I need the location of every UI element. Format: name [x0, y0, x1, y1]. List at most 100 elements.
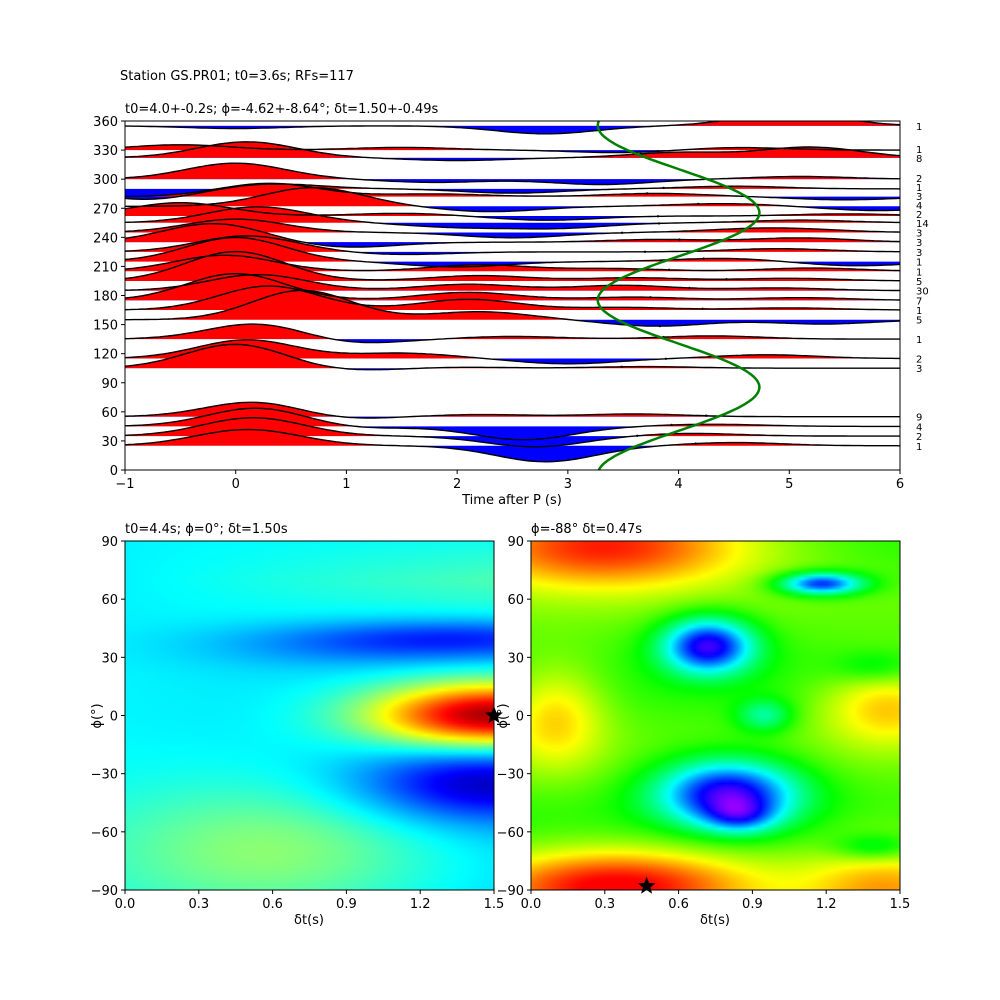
trace-line — [125, 235, 900, 256]
trace-marker — [694, 442, 697, 445]
x-tick-label: 0.3 — [594, 897, 615, 912]
bottom-left-y-axis-label: ϕ(°) — [90, 703, 105, 728]
y-tick-label: 150 — [93, 319, 118, 334]
y-tick-label: 60 — [507, 593, 524, 608]
trace-line — [125, 206, 900, 230]
trace-marker — [688, 286, 691, 290]
trace-negative-fill — [125, 216, 900, 221]
trace-count-label: 2 — [916, 174, 922, 185]
y-tick-label: 60 — [101, 406, 118, 421]
trace-marker — [646, 192, 649, 195]
trace-marker — [656, 215, 660, 218]
trace-count-label: 3 — [916, 229, 922, 240]
trace-positive-fill — [125, 187, 900, 207]
trace-line — [125, 182, 900, 201]
trace-line — [125, 407, 900, 441]
best-point-star — [485, 706, 503, 724]
top-x-axis-label: Time after P (s) — [461, 493, 562, 508]
bottom-left-x-ticks: 0.0 0.3 0.6 0.9 1.2 1.5 — [115, 890, 505, 912]
bottom-right-y-axis-label: ϕ(°) — [496, 703, 511, 728]
bottom-left-best-point — [485, 706, 503, 724]
x-tick-label: 1.5 — [890, 897, 911, 912]
trace-count-label: 3 — [916, 364, 922, 375]
trace-count-label: 30 — [916, 287, 929, 298]
trace-negative-fill — [125, 426, 900, 440]
x-tick-label: 1.2 — [410, 897, 431, 912]
trace-count-label: 2 — [916, 355, 922, 366]
y-tick-label: 330 — [93, 144, 118, 159]
trace-positive-fill — [125, 402, 900, 417]
trace-marker — [636, 434, 639, 437]
trace-line — [125, 417, 900, 448]
energy-map-panel-left: t0=4.4s; ϕ=0°; δt=1.50s 0.0 0.3 0.6 0.9 1.2 1… — [90, 522, 504, 928]
trace-marker — [658, 324, 661, 328]
trace-count-label: 1 — [916, 258, 922, 269]
y-tick-label: 30 — [101, 435, 118, 450]
y-tick-label: −30 — [497, 768, 524, 783]
trace-negative-fill — [125, 125, 900, 134]
y-tick-label: 60 — [101, 593, 118, 608]
trace-line — [125, 218, 900, 239]
trace-marker — [656, 150, 659, 153]
trace-marker — [657, 222, 661, 225]
trace-positive-fill — [125, 408, 900, 427]
bottom-left-heatmap — [125, 541, 494, 890]
trace-negative-fill — [125, 319, 900, 327]
trace-marker — [701, 307, 704, 310]
figure-title: Station GS.PR01; t0=3.6s; RFs=117 — [120, 69, 354, 84]
trace-marker — [664, 357, 668, 360]
x-tick-label: 6 — [896, 477, 904, 492]
trace-count-label: 1 — [916, 335, 922, 346]
trace-line — [125, 289, 900, 327]
t0-curve-line — [596, 121, 761, 470]
y-tick-label: 30 — [507, 651, 524, 666]
y-tick-label: 240 — [93, 231, 118, 246]
trace-line — [125, 401, 900, 419]
trace-marker — [697, 202, 700, 206]
trace-negative-fill — [125, 206, 900, 212]
trace-positive-fill — [125, 235, 900, 252]
trace-marker — [620, 231, 624, 234]
trace-negative-fill — [125, 358, 900, 364]
trace-line — [125, 428, 900, 463]
trace-count-label: 4 — [916, 422, 922, 433]
bottom-left-x-axis-label: δt(s) — [294, 913, 324, 928]
trace-count-label: 1 — [916, 267, 922, 278]
x-tick-label: 1.5 — [484, 897, 505, 912]
receiver-function-panel: t0=4.0+-0.2s; ϕ=-4.62+-8.64°; δt=1.50+-0… — [93, 102, 929, 508]
trace-marker — [704, 414, 708, 417]
trace-count-label: 5 — [916, 316, 922, 327]
trace-marker — [725, 278, 728, 281]
y-tick-label: 270 — [93, 202, 118, 217]
t0-curve — [596, 121, 761, 470]
y-tick-label: 300 — [93, 173, 118, 188]
y-tick-label: −60 — [91, 826, 118, 841]
y-tick-label: 360 — [93, 115, 118, 130]
x-tick-label: 0.9 — [742, 897, 763, 912]
trace-count-label: 1 — [916, 306, 922, 317]
trace-count-label: 2 — [916, 432, 922, 443]
y-tick-label: 0 — [110, 710, 118, 725]
y-tick-label: −30 — [91, 768, 118, 783]
trace-positive-fill — [125, 141, 900, 158]
trace-line — [125, 254, 900, 272]
x-tick-label: 0.9 — [336, 897, 357, 912]
trace-count-label: 2 — [916, 210, 922, 221]
x-tick-label: 0.0 — [115, 897, 136, 912]
trace-line — [125, 250, 900, 282]
y-tick-label: 210 — [93, 260, 118, 275]
trace-marker — [643, 250, 647, 253]
x-tick-label: 0.0 — [521, 897, 542, 912]
trace-negative-fill — [125, 222, 900, 229]
top-x-ticks: −1 0 1 2 3 4 5 6 — [115, 470, 904, 492]
trace-negative-fill — [125, 242, 900, 248]
trace-count-label: 1 — [916, 183, 922, 194]
trace-negative-fill — [125, 436, 900, 447]
top-chart-title: t0=4.0+-0.2s; ϕ=-4.62+-8.64°; δt=1.50+-0… — [125, 102, 439, 117]
trace-line — [125, 343, 900, 371]
trace-line — [125, 274, 900, 292]
trace-count-label: 14 — [916, 219, 929, 230]
bottom-right-x-axis-label: δt(s) — [700, 913, 730, 928]
